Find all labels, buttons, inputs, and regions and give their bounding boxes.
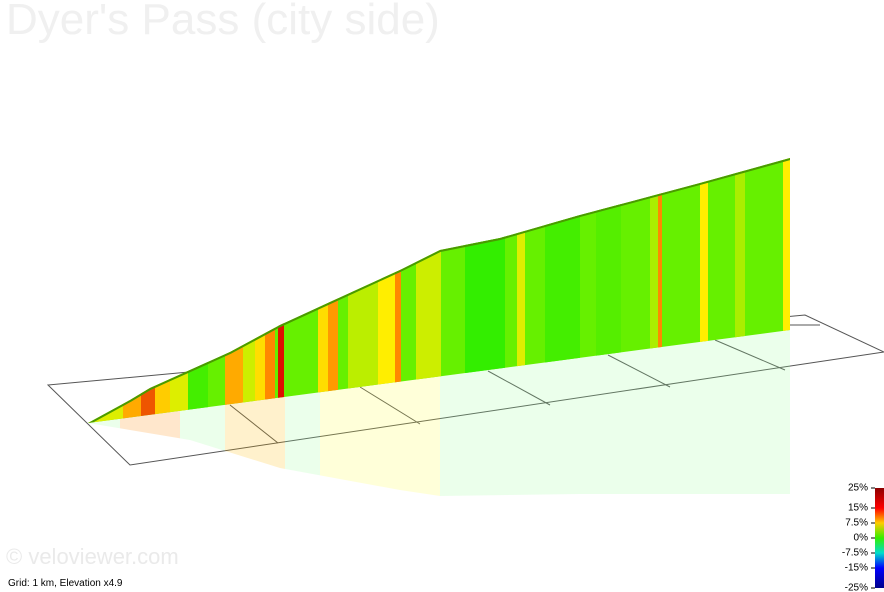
color-scale bbox=[875, 488, 884, 588]
legend-tick-label: 7.5% bbox=[845, 518, 868, 529]
legend-tick-label: -25% bbox=[845, 583, 868, 592]
footer-note: Grid: 1 km, Elevation x4.9 bbox=[8, 578, 123, 589]
title: Dyer's Pass (city side) bbox=[6, 0, 440, 44]
legend-tick-label: -15% bbox=[845, 563, 868, 574]
legend-ticks: 25% 15% 7.5% 0% -7.5% -15% -25% bbox=[842, 483, 875, 592]
legend-tick-label: -7.5% bbox=[842, 548, 868, 559]
legend-tick-label: 0% bbox=[854, 533, 869, 544]
watermark: © veloviewer.com bbox=[6, 544, 179, 569]
legend-tick-label: 25% bbox=[848, 483, 868, 494]
legend-tick-label: 15% bbox=[848, 503, 868, 514]
